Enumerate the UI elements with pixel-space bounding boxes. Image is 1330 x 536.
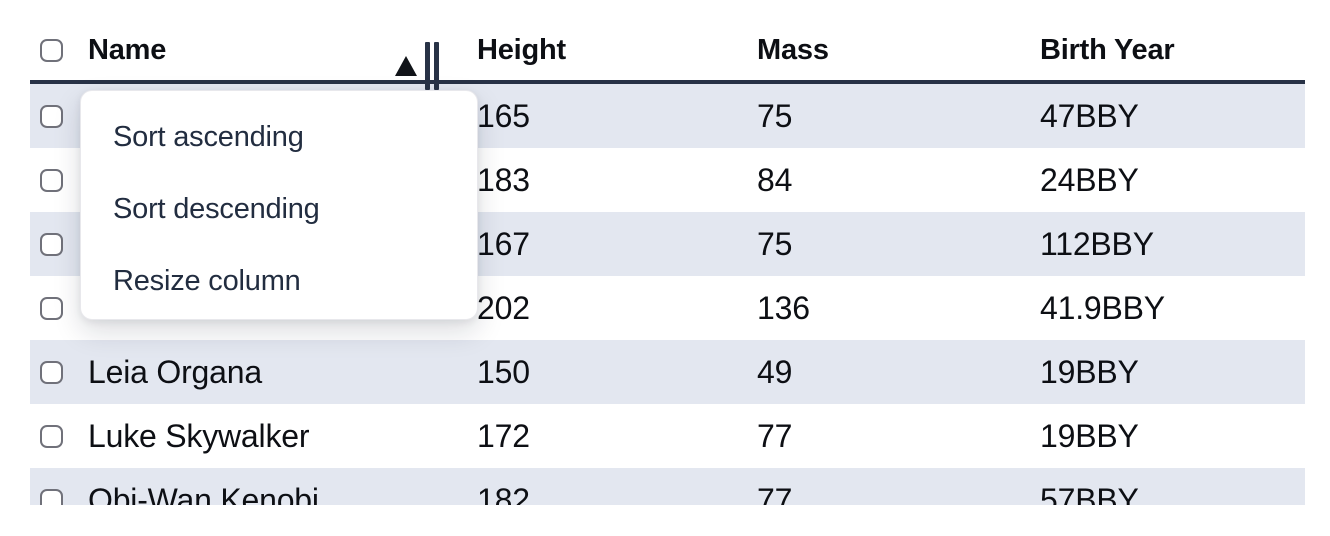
cell-height: 172 [477,417,530,454]
row-checkbox-cell [30,488,88,505]
cell-mass: 77 [757,481,793,506]
cell-height: 165 [477,97,530,134]
table-row: Luke Skywalker 172 77 19BBY [30,404,1305,468]
cell-height: 167 [477,225,530,262]
cell-name: Leia Organa [88,353,262,390]
row-checkbox-cell [30,168,88,192]
cell-mass: 84 [757,161,793,198]
cell-name: Obi-Wan Kenobi [88,481,319,506]
menu-item-sort-descending[interactable]: Sort descending [113,192,320,225]
cell-height: 182 [477,481,530,506]
cell-height: 183 [477,161,530,198]
column-header-height-label: Height [477,33,567,66]
column-header-mass-label: Mass [757,33,829,66]
row-checkbox-cell [30,296,88,320]
data-table: Name Height Mass Birth Year 165 75 47BBY… [30,0,1305,505]
table-row: 183 84 24BBY [30,148,1305,212]
column-resize-handle[interactable] [425,41,439,90]
cell-birth-year: 112BBY [1040,225,1154,262]
menu-item-sort-ascending[interactable]: Sort ascending [113,120,304,153]
row-checkbox-cell [30,232,88,256]
select-all-checkbox[interactable] [40,38,63,62]
cell-birth-year: 47BBY [1040,97,1139,134]
cell-birth-year: 19BBY [1040,417,1139,454]
cell-mass: 77 [757,417,793,454]
cell-birth-year: 24BBY [1040,161,1139,198]
table-row: 202 136 41.9BBY [30,276,1305,340]
column-context-menu: Sort ascending Sort descending Resize co… [80,90,478,320]
cell-height: 202 [477,289,530,326]
cell-mass: 136 [757,289,810,326]
cell-mass: 75 [757,97,793,134]
table-header-row: Name Height Mass Birth Year [30,0,1305,90]
menu-item-resize-column[interactable]: Resize column [113,264,301,297]
header-checkbox-cell [30,19,88,62]
row-checkbox-cell [30,424,88,448]
column-header-birth-year-label: Birth Year [1040,33,1175,66]
row-checkbox[interactable] [40,424,63,448]
sort-ascending-icon [395,55,417,76]
cell-mass: 49 [757,353,793,390]
table-row: Leia Organa 150 49 19BBY [30,340,1305,404]
table-row: Obi-Wan Kenobi 182 77 57BBY [30,468,1305,505]
cell-height: 150 [477,353,530,390]
row-checkbox-cell [30,360,88,384]
column-header-birth-year[interactable]: Birth Year [1040,14,1305,67]
column-header-name[interactable]: Name [88,14,477,90]
column-header-mass[interactable]: Mass [757,14,1040,67]
cell-mass: 75 [757,225,793,262]
column-header-height[interactable]: Height [477,14,757,67]
row-checkbox[interactable] [40,168,63,192]
row-checkbox[interactable] [40,104,63,128]
row-checkbox[interactable] [40,360,63,384]
cell-birth-year: 41.9BBY [1040,289,1165,326]
row-checkbox[interactable] [40,296,63,320]
cell-birth-year: 19BBY [1040,353,1139,390]
cell-name: Luke Skywalker [88,417,310,454]
row-checkbox-cell [30,104,88,128]
cell-birth-year: 57BBY [1040,481,1139,506]
row-checkbox[interactable] [40,488,63,505]
column-header-name-label: Name [88,33,167,66]
row-checkbox[interactable] [40,232,63,256]
